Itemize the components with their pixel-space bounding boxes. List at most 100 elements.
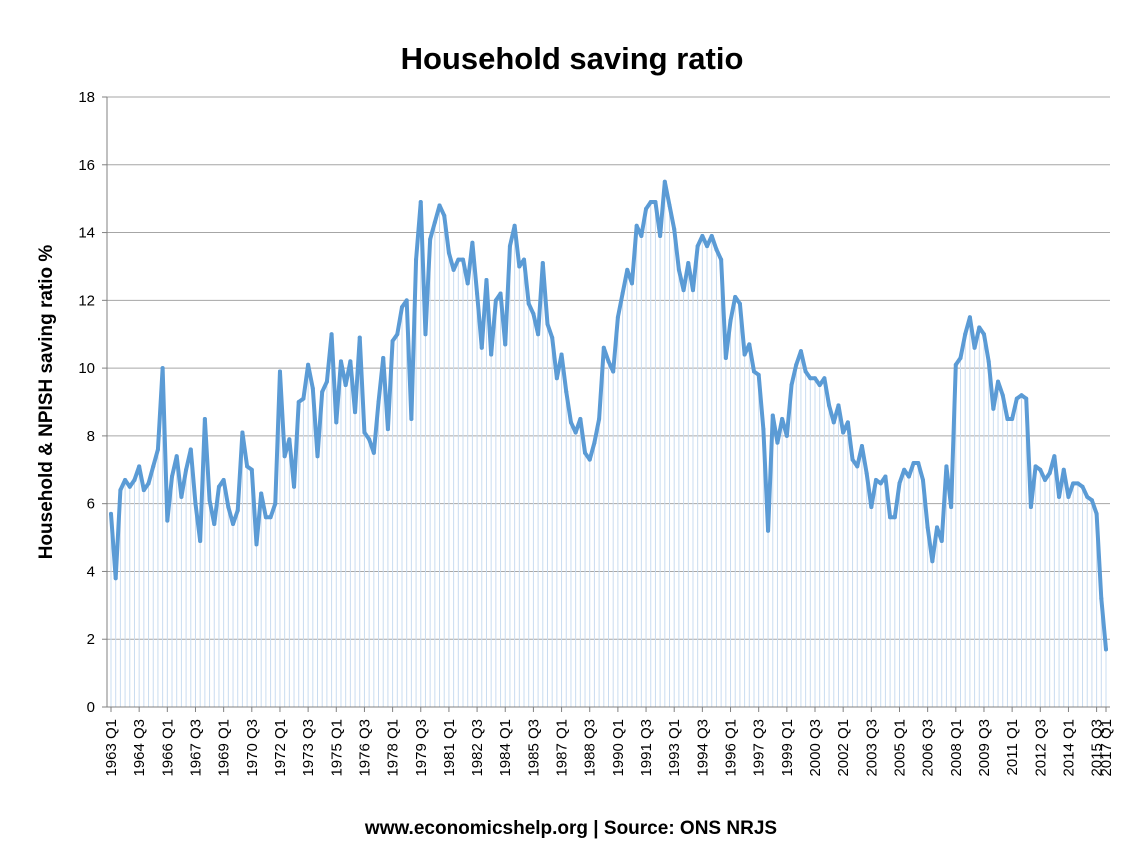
data-point <box>1057 494 1062 499</box>
data-point <box>174 454 179 459</box>
data-point <box>475 291 480 296</box>
data-point <box>695 244 700 249</box>
data-point <box>648 200 653 205</box>
data-point <box>1104 647 1108 652</box>
data-point <box>376 400 381 404</box>
data-point <box>127 484 132 489</box>
data-point <box>268 515 273 520</box>
data-point <box>1066 494 1071 499</box>
data-point <box>155 447 160 452</box>
data-point <box>554 376 559 381</box>
data-point <box>902 467 907 472</box>
data-point <box>188 447 193 452</box>
data-point <box>489 352 494 357</box>
data-point <box>601 345 606 350</box>
data-point <box>742 352 747 357</box>
data-point <box>794 362 799 367</box>
data-point <box>353 410 358 415</box>
data-point <box>592 440 597 445</box>
data-point <box>700 233 705 238</box>
data-point <box>1052 454 1057 459</box>
data-point <box>409 416 414 421</box>
data-point <box>348 359 353 364</box>
data-point <box>141 488 146 493</box>
data-point <box>996 379 1001 384</box>
data-point <box>296 400 301 404</box>
data-point <box>625 267 630 272</box>
data-point <box>667 203 672 208</box>
data-point <box>587 457 592 462</box>
data-point <box>338 359 343 364</box>
data-point <box>705 244 710 249</box>
data-point <box>446 250 451 255</box>
data-point <box>958 355 963 360</box>
x-tick-label: 1972 Q1 <box>272 719 289 777</box>
data-point <box>977 325 982 330</box>
x-tick-label: 2009 Q3 <box>976 719 993 777</box>
data-point <box>522 257 527 262</box>
data-point <box>644 206 649 211</box>
data-point <box>564 389 569 394</box>
data-point <box>1010 416 1015 421</box>
data-point <box>620 291 625 296</box>
data-point <box>597 416 602 421</box>
x-tick-label: 1967 Q3 <box>188 719 205 777</box>
data-point <box>808 376 813 381</box>
data-point <box>118 488 123 493</box>
y-tick-label: 10 <box>78 360 95 377</box>
data-point <box>798 349 803 354</box>
data-point <box>184 467 189 472</box>
chart-title: Household saving ratio <box>401 41 744 76</box>
data-point <box>362 430 367 435</box>
data-point <box>991 406 996 411</box>
data-point <box>949 505 954 510</box>
x-tick-label: 1975 Q1 <box>328 719 345 777</box>
data-point <box>751 369 756 374</box>
data-point <box>1042 477 1047 482</box>
data-point <box>235 508 240 513</box>
data-point <box>493 298 498 303</box>
data-point <box>690 288 695 293</box>
y-tick-label: 18 <box>78 89 95 106</box>
data-point <box>780 416 785 421</box>
x-tick-label: 1973 Q3 <box>300 719 317 777</box>
y-tick-label: 8 <box>87 428 95 445</box>
x-tick-label: 1979 Q3 <box>413 719 430 777</box>
plot-area <box>109 179 1108 707</box>
data-point <box>385 427 390 432</box>
data-point <box>986 359 991 364</box>
x-tick-label: 2002 Q1 <box>835 719 852 777</box>
y-tick-label: 2 <box>87 631 95 648</box>
data-point <box>831 420 836 425</box>
data-point <box>1024 396 1029 401</box>
data-point <box>498 291 503 296</box>
data-point <box>658 233 663 238</box>
data-point <box>146 481 151 486</box>
data-point <box>686 261 691 266</box>
data-point <box>292 484 297 489</box>
data-point <box>728 318 733 323</box>
data-point <box>461 257 466 262</box>
data-point <box>827 403 832 408</box>
y-tick-label: 16 <box>78 157 95 174</box>
data-point <box>113 576 118 581</box>
data-point <box>395 332 400 337</box>
x-tick-label: 1982 Q3 <box>469 719 486 777</box>
data-point <box>423 332 428 337</box>
y-tick-label: 6 <box>87 496 95 513</box>
data-point <box>179 494 184 499</box>
data-point <box>897 481 902 486</box>
data-point <box>442 213 447 218</box>
data-point <box>784 433 789 438</box>
data-point <box>334 420 339 425</box>
data-point <box>249 467 254 472</box>
data-point <box>451 267 456 272</box>
data-point <box>916 461 921 465</box>
data-point <box>888 515 893 520</box>
data-point <box>320 389 325 394</box>
data-point <box>517 264 522 269</box>
data-point <box>151 464 156 469</box>
data-point <box>137 464 142 469</box>
data-point <box>315 454 320 459</box>
